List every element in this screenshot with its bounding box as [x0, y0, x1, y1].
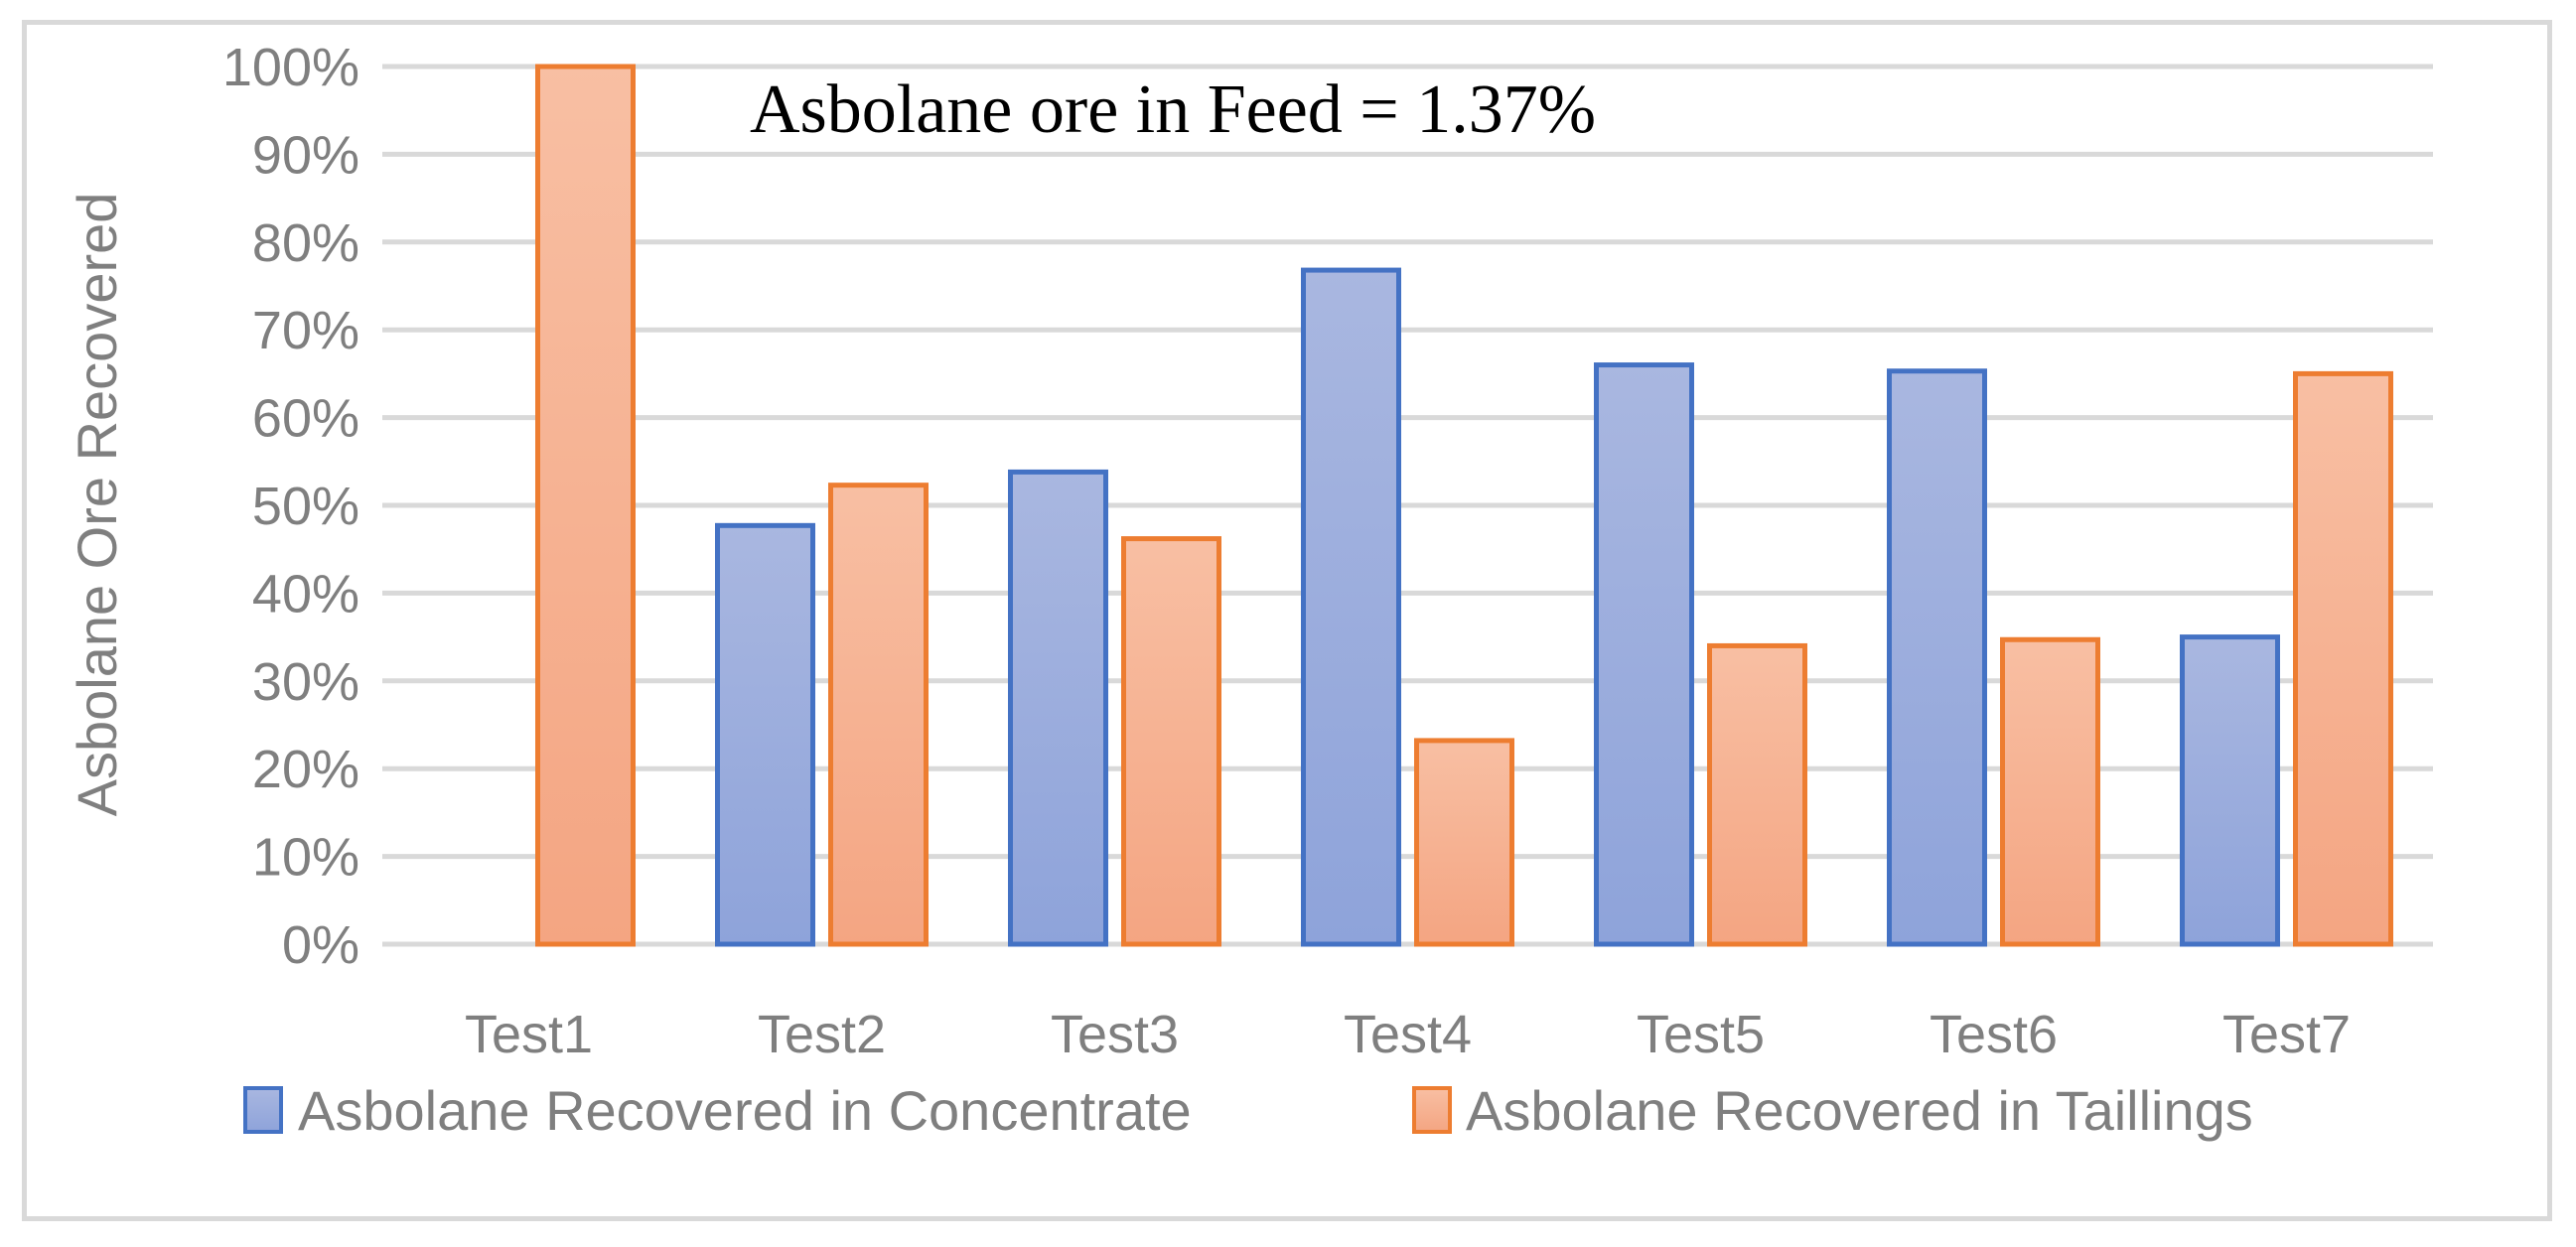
y-tick-label: 60% [252, 389, 359, 449]
bar-taillings-test6 [2000, 636, 2100, 947]
x-tick-label: Test5 [1637, 1005, 1765, 1064]
x-tick-label: Test1 [465, 1005, 593, 1064]
x-tick-label: Test7 [2222, 1005, 2351, 1064]
y-tick-label: 100% [222, 38, 359, 97]
gridlines [382, 64, 2433, 947]
y-tick-label: 20% [252, 740, 359, 799]
y-axis-title: Asbolane Ore Recovered [66, 193, 128, 817]
bar-concentrate-test2 [715, 522, 815, 947]
bar-concentrate-test6 [1887, 368, 1987, 947]
legend-label-concentrate: Asbolane Recovered in Concentrate [298, 1079, 1192, 1142]
y-tick-label: 40% [252, 564, 359, 624]
legend: Asbolane Recovered in Concentrate Asbola… [243, 1079, 2253, 1142]
x-tick-label: Test4 [1344, 1005, 1472, 1064]
bars [535, 64, 2393, 947]
legend-swatch-taillings [1412, 1086, 1452, 1134]
bar-concentrate-test4 [1301, 267, 1401, 947]
bar-taillings-test7 [2293, 370, 2393, 947]
bar-concentrate-test5 [1594, 362, 1694, 947]
bar-taillings-test3 [1121, 536, 1221, 947]
x-tick-label: Test2 [758, 1005, 886, 1064]
legend-label-taillings: Asbolane Recovered in Taillings [1466, 1079, 2253, 1142]
bar-concentrate-test3 [1008, 469, 1108, 947]
y-tick-label: 30% [252, 652, 359, 712]
bar-taillings-test1 [535, 64, 636, 947]
bar-taillings-test2 [828, 483, 929, 947]
y-tick-label: 80% [252, 213, 359, 273]
y-tick-label: 70% [252, 301, 359, 360]
y-tick-label: 50% [252, 477, 359, 536]
legend-swatch-concentrate [243, 1086, 283, 1134]
feed-annotation: Asbolane ore in Feed = 1.37% [750, 71, 1596, 148]
x-tick-label: Test3 [1051, 1005, 1179, 1064]
bar-taillings-test4 [1414, 738, 1514, 947]
bar-concentrate-test7 [2180, 634, 2280, 947]
y-axis-ticks: 0% 10% 20% 30% 40% 50% 60% 70% 80% 90% 100% [222, 38, 359, 975]
y-tick-label: 10% [252, 828, 359, 888]
y-tick-label: 90% [252, 125, 359, 185]
x-axis-ticks: Test1 Test2 Test3 Test4 Test5 Test6 Test7 [465, 1005, 2351, 1064]
chart-frame [22, 20, 2552, 1221]
x-tick-label: Test6 [1930, 1005, 2058, 1064]
bar-taillings-test5 [1707, 642, 1807, 947]
y-tick-label: 0% [282, 915, 359, 975]
